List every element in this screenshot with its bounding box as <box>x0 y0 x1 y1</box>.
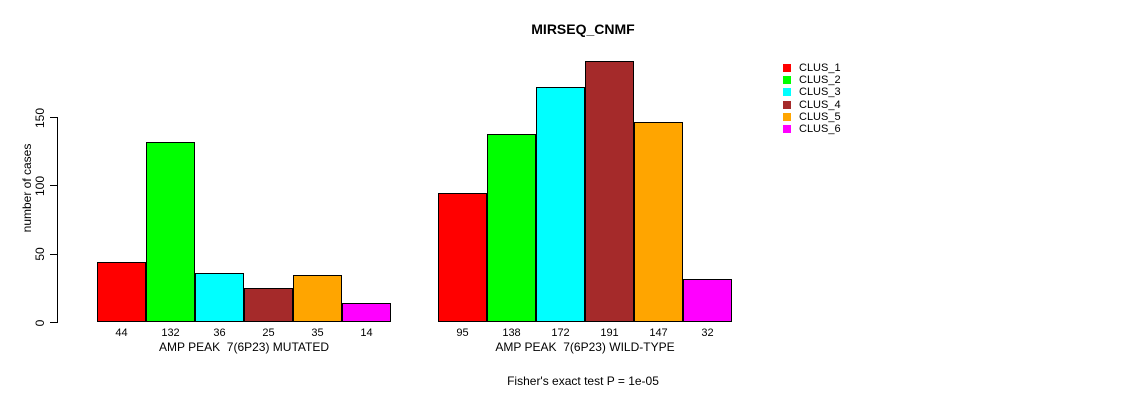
y-tick-label: 100 <box>33 175 47 196</box>
legend-swatch-icon <box>783 125 791 133</box>
x-axis-group-label: AMP PEAK 7(6P23) MUTATED <box>158 340 330 354</box>
bar-clus_3-group1 <box>195 273 244 323</box>
legend-row: CLUS_4 <box>783 99 841 111</box>
legend-row: CLUS_3 <box>783 86 841 98</box>
bar-value-label: 14 <box>360 327 373 339</box>
legend-row: CLUS_2 <box>783 74 841 86</box>
bar-value-label: 191 <box>600 327 619 339</box>
bar-value-label: 32 <box>701 327 714 339</box>
legend-label: CLUS_2 <box>799 74 841 87</box>
legend-row: CLUS_5 <box>783 111 841 123</box>
bar-value-label: 138 <box>502 327 521 339</box>
bar-clus_4-group1 <box>244 288 293 323</box>
legend-swatch-icon <box>783 76 791 85</box>
bar-value-label: 132 <box>161 327 180 339</box>
bar-clus_6-group1 <box>342 303 391 323</box>
legend-swatch-icon <box>783 100 791 109</box>
y-tick-label: 150 <box>33 107 47 128</box>
legend-label: CLUS_4 <box>799 98 841 111</box>
y-axis-line <box>57 117 58 323</box>
legend-swatch-icon <box>783 64 791 72</box>
legend-label: CLUS_5 <box>799 110 841 123</box>
y-axis-label: number of cases <box>20 143 34 233</box>
y-tick-mark <box>50 322 57 323</box>
y-tick-mark <box>50 253 57 255</box>
legend-row: CLUS_1 <box>783 62 841 74</box>
bar-clus_4-group2 <box>585 61 634 323</box>
legend-label: CLUS_1 <box>799 62 841 74</box>
bar-value-label: 147 <box>649 327 668 339</box>
y-tick-label: 0 <box>33 319 47 326</box>
bar-value-label: 44 <box>115 327 128 339</box>
legend-label: CLUS_6 <box>799 123 841 135</box>
legend-swatch-icon <box>783 112 791 121</box>
y-tick-mark <box>50 185 57 187</box>
bar-clus_2-group2 <box>487 133 536 323</box>
legend-row: CLUS_6 <box>783 123 841 135</box>
x-axis-group-label: AMP PEAK 7(6P23) WILD-TYPE <box>495 340 675 354</box>
bar-value-label: 35 <box>311 327 324 339</box>
bar-clus_6-group2 <box>683 278 732 323</box>
bar-clus_5-group1 <box>293 274 342 323</box>
bar-clus_2-group1 <box>146 142 195 323</box>
bar-clus_3-group2 <box>536 87 585 323</box>
bar-clus_5-group2 <box>634 121 683 323</box>
bar-clus_1-group1 <box>97 262 146 323</box>
y-tick-mark <box>50 117 57 118</box>
bar-value-label: 25 <box>262 327 275 339</box>
legend-swatch-icon <box>783 88 791 97</box>
bar-clus_1-group2 <box>438 192 487 323</box>
y-tick-label: 50 <box>33 247 47 261</box>
fisher-test-annotation: Fisher's exact test P = 1e-05 <box>507 374 659 388</box>
legend-label: CLUS_3 <box>799 86 841 99</box>
bar-value-label: 95 <box>456 327 469 339</box>
bar-value-label: 172 <box>551 327 570 339</box>
chart-title: MIRSEQ_CNMF <box>531 21 635 37</box>
bar-value-label: 36 <box>213 327 226 339</box>
